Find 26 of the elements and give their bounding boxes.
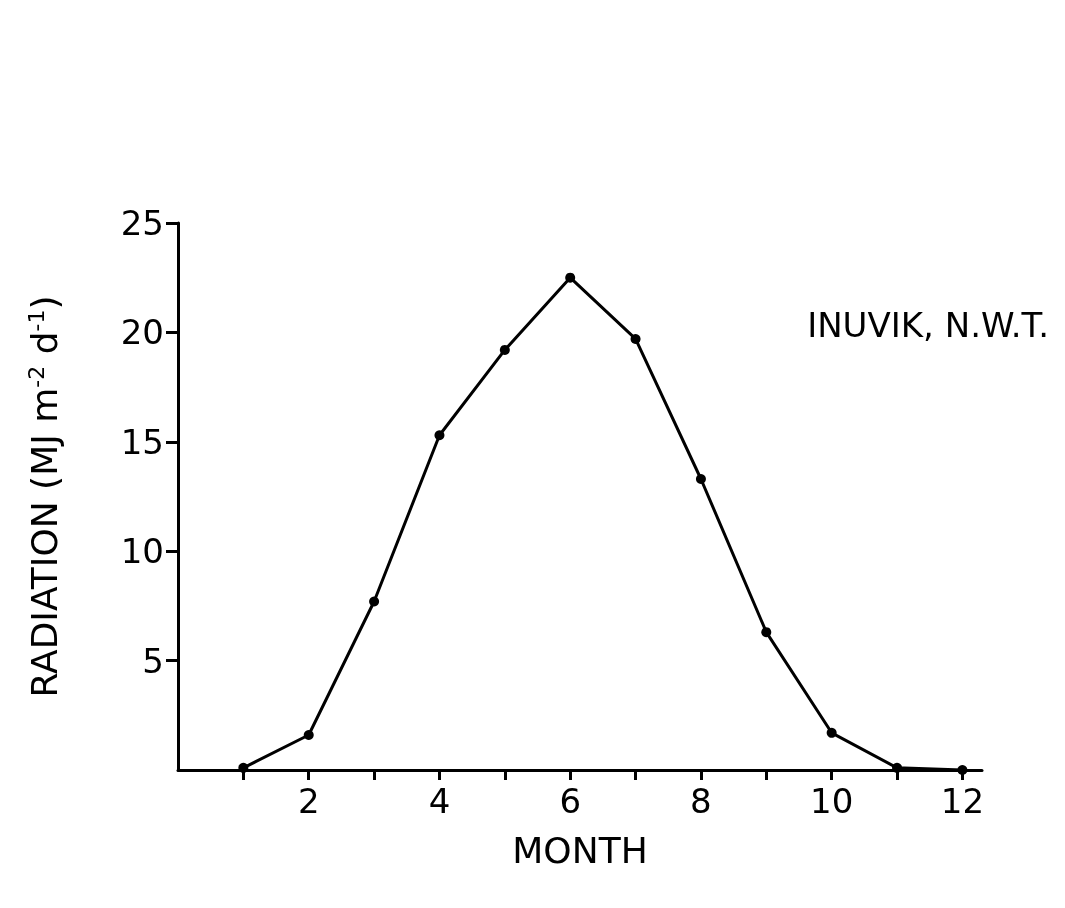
annotation: INUVIK, N.W.T. [807,305,1050,345]
point [761,627,772,638]
point [630,333,641,344]
x-tick-label: 8 [690,781,712,821]
y-tick-label: 15 [120,421,164,462]
point [369,596,380,607]
x-tick-label: 2 [297,781,320,821]
y-axis-title: RADIATION (MJ m-2 d-1) [23,295,65,698]
point [892,762,903,773]
y-tick-label: 25 [120,203,164,243]
point [303,729,314,740]
x-tick-label: 12 [940,781,985,821]
point [434,430,445,441]
point [499,344,510,355]
point [826,727,837,738]
x-tick-label: 10 [810,781,854,821]
y-tick-label: 5 [142,640,164,681]
y-tick-label: 20 [120,312,164,353]
point [695,474,706,484]
x-tick-label: 4 [428,781,451,821]
x-axis-title: MONTH [512,829,648,871]
point [565,272,576,283]
x-tick-label: 6 [559,781,582,821]
point [238,762,249,773]
point [957,765,968,775]
y-tick-label: 10 [120,531,164,572]
